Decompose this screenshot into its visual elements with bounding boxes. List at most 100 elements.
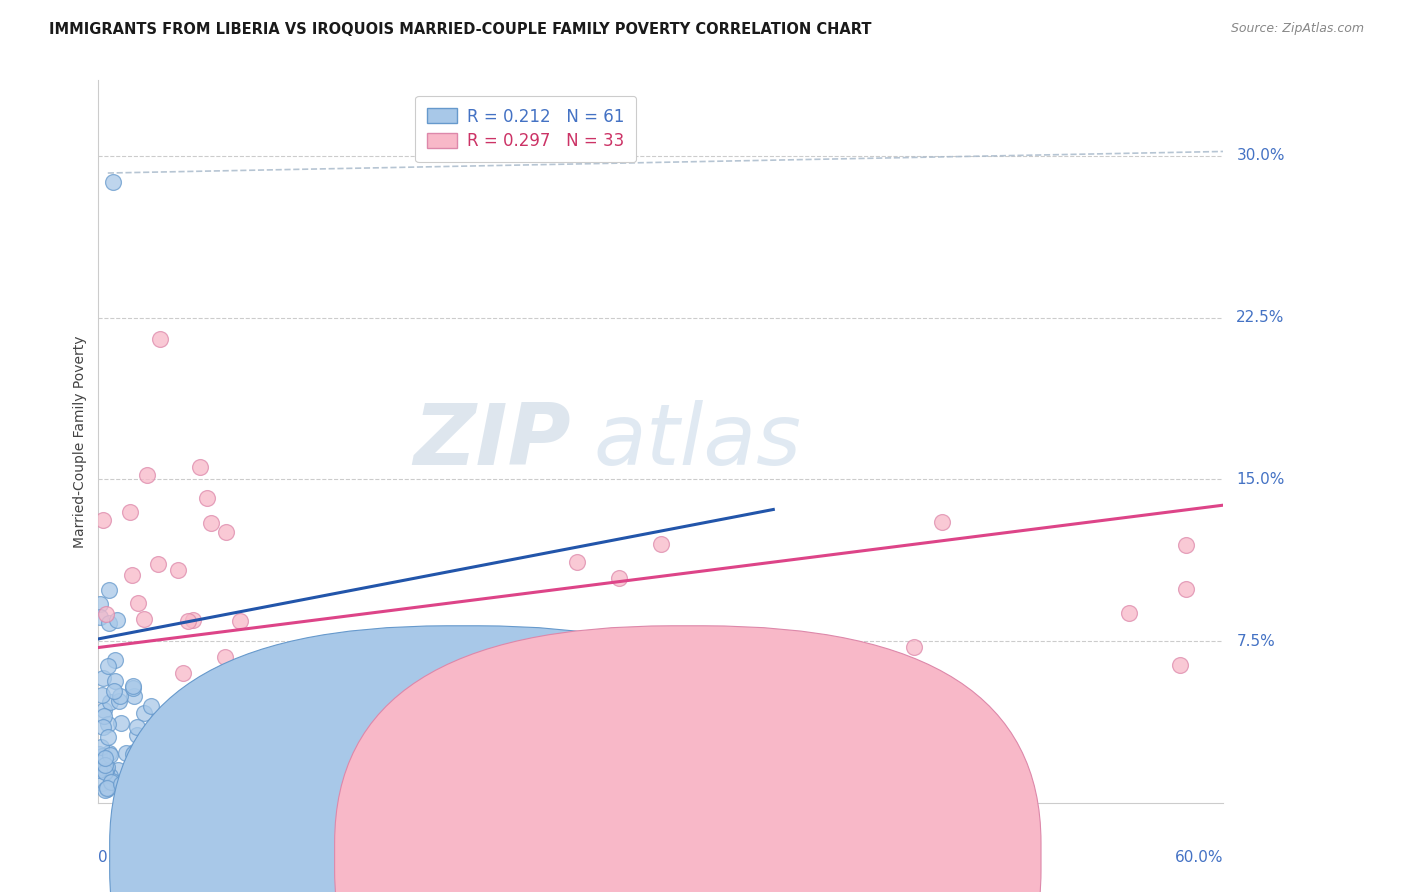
Point xyxy=(110,715,132,730)
Point xyxy=(188,460,211,475)
Point xyxy=(253,661,276,675)
Point xyxy=(91,513,114,527)
Point xyxy=(91,720,114,734)
Point xyxy=(96,759,118,773)
Point xyxy=(122,747,145,762)
Point xyxy=(565,555,588,569)
Point xyxy=(555,698,578,713)
Point xyxy=(94,782,117,797)
Point xyxy=(128,761,150,775)
Point xyxy=(103,683,125,698)
Point xyxy=(104,673,127,688)
Point xyxy=(127,596,149,610)
Point xyxy=(91,671,114,685)
Point xyxy=(104,653,127,667)
Point xyxy=(172,666,194,681)
Point xyxy=(93,703,115,717)
Point xyxy=(1118,606,1140,620)
FancyBboxPatch shape xyxy=(335,626,1040,892)
Point xyxy=(121,681,143,695)
Point xyxy=(97,730,120,744)
Point xyxy=(145,731,167,745)
Point xyxy=(146,557,169,571)
FancyBboxPatch shape xyxy=(110,626,815,892)
Text: Iroquois: Iroquois xyxy=(711,849,772,864)
Point xyxy=(96,780,118,795)
Point xyxy=(124,689,146,703)
Point xyxy=(129,738,152,752)
Point xyxy=(94,758,117,772)
Point xyxy=(100,775,122,789)
Point xyxy=(91,776,114,790)
Point xyxy=(121,567,143,582)
Point xyxy=(290,669,312,683)
Point xyxy=(903,640,925,655)
Point xyxy=(89,747,111,762)
Point xyxy=(89,597,111,611)
Point xyxy=(97,659,120,673)
Point xyxy=(132,776,155,790)
Point xyxy=(87,764,110,778)
Point xyxy=(121,679,143,693)
Text: Source: ZipAtlas.com: Source: ZipAtlas.com xyxy=(1230,22,1364,36)
Point xyxy=(97,747,120,761)
Point xyxy=(229,615,252,629)
Point xyxy=(97,582,120,597)
Point xyxy=(98,695,121,709)
Point xyxy=(107,763,129,777)
Point xyxy=(132,753,155,767)
Point xyxy=(1174,538,1197,552)
Text: 0.0%: 0.0% xyxy=(98,850,138,865)
Y-axis label: Married-Couple Family Poverty: Married-Couple Family Poverty xyxy=(73,335,87,548)
Point xyxy=(94,765,117,780)
Text: 60.0%: 60.0% xyxy=(1175,850,1223,865)
Point xyxy=(607,571,630,585)
Point xyxy=(90,688,112,702)
Point xyxy=(114,746,136,760)
Text: 15.0%: 15.0% xyxy=(1236,472,1285,487)
Point xyxy=(90,740,112,755)
Point xyxy=(103,175,125,189)
Text: atlas: atlas xyxy=(593,400,801,483)
Point xyxy=(141,698,163,713)
Text: 22.5%: 22.5% xyxy=(1236,310,1285,325)
Point xyxy=(125,720,148,734)
Point xyxy=(91,749,114,764)
Point xyxy=(181,613,204,627)
Point xyxy=(89,609,111,624)
Point xyxy=(456,674,478,689)
Point xyxy=(1174,582,1197,596)
Point xyxy=(94,607,117,621)
Legend: R = 0.212   N = 61, R = 0.297   N = 33: R = 0.212 N = 61, R = 0.297 N = 33 xyxy=(416,95,636,161)
Point xyxy=(94,751,117,765)
Point xyxy=(97,615,120,630)
Point xyxy=(134,752,156,766)
Text: 30.0%: 30.0% xyxy=(1236,148,1285,163)
Point xyxy=(108,694,131,708)
Point xyxy=(1168,658,1191,673)
Point xyxy=(112,784,135,798)
Point xyxy=(136,468,159,483)
Point xyxy=(195,491,218,505)
Point xyxy=(149,332,172,346)
Point xyxy=(134,706,156,721)
Point xyxy=(96,781,118,796)
Point xyxy=(124,745,146,759)
Point xyxy=(98,769,121,783)
Point xyxy=(132,769,155,783)
Point xyxy=(200,516,222,531)
Point xyxy=(118,505,141,519)
Point xyxy=(650,537,672,551)
Point xyxy=(111,776,134,790)
Point xyxy=(425,656,447,670)
Point xyxy=(110,689,132,703)
Point xyxy=(215,524,238,539)
Text: 7.5%: 7.5% xyxy=(1236,633,1275,648)
Point xyxy=(94,763,117,777)
Point xyxy=(97,717,120,731)
Point xyxy=(931,516,953,530)
Point xyxy=(176,614,198,628)
Point xyxy=(93,708,115,723)
Point xyxy=(110,777,132,791)
Point xyxy=(101,774,124,789)
